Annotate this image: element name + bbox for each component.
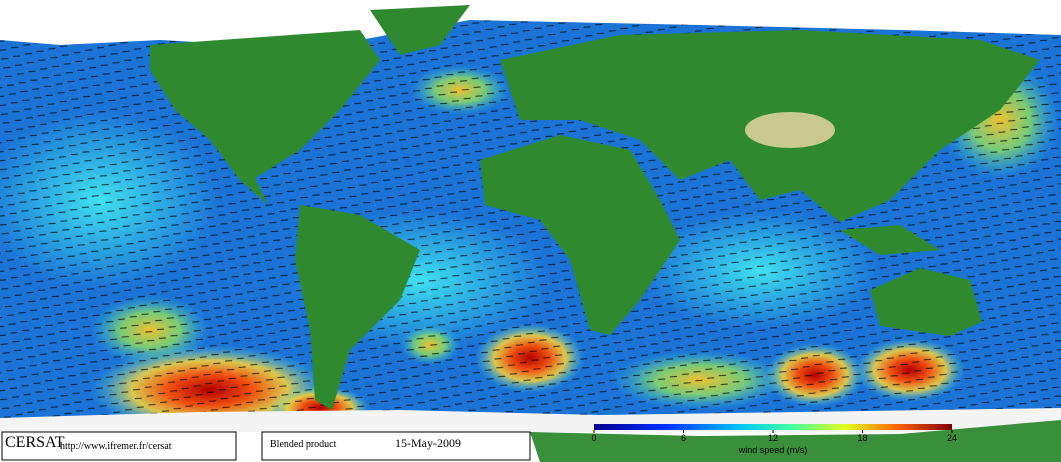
product: Blended product bbox=[270, 439, 337, 450]
logo: CERSAT bbox=[5, 434, 65, 451]
colorbar-tick-label: 0 bbox=[591, 433, 596, 443]
url: http://www.ifremer.fr/cersat bbox=[60, 441, 172, 452]
product-box bbox=[261, 431, 531, 461]
logo-box bbox=[1, 431, 237, 461]
map bbox=[0, 0, 1061, 435]
colorbar-tick-label: 24 bbox=[947, 433, 957, 443]
colorbar: wind speed (m/s) 0 6 12 18 24 bbox=[591, 424, 957, 455]
date: 15-May-2009 bbox=[395, 436, 461, 450]
colorbar-label: wind speed (m/s) bbox=[738, 445, 808, 455]
colorbar-tick-label: 6 bbox=[681, 433, 686, 443]
colorbar-tick-label: 18 bbox=[857, 433, 867, 443]
footer: CERSAT http://www.ifremer.fr/cersat Blen… bbox=[1, 431, 531, 461]
colorbar-tick-label: 12 bbox=[768, 433, 778, 443]
colorbar-scale bbox=[594, 424, 952, 430]
